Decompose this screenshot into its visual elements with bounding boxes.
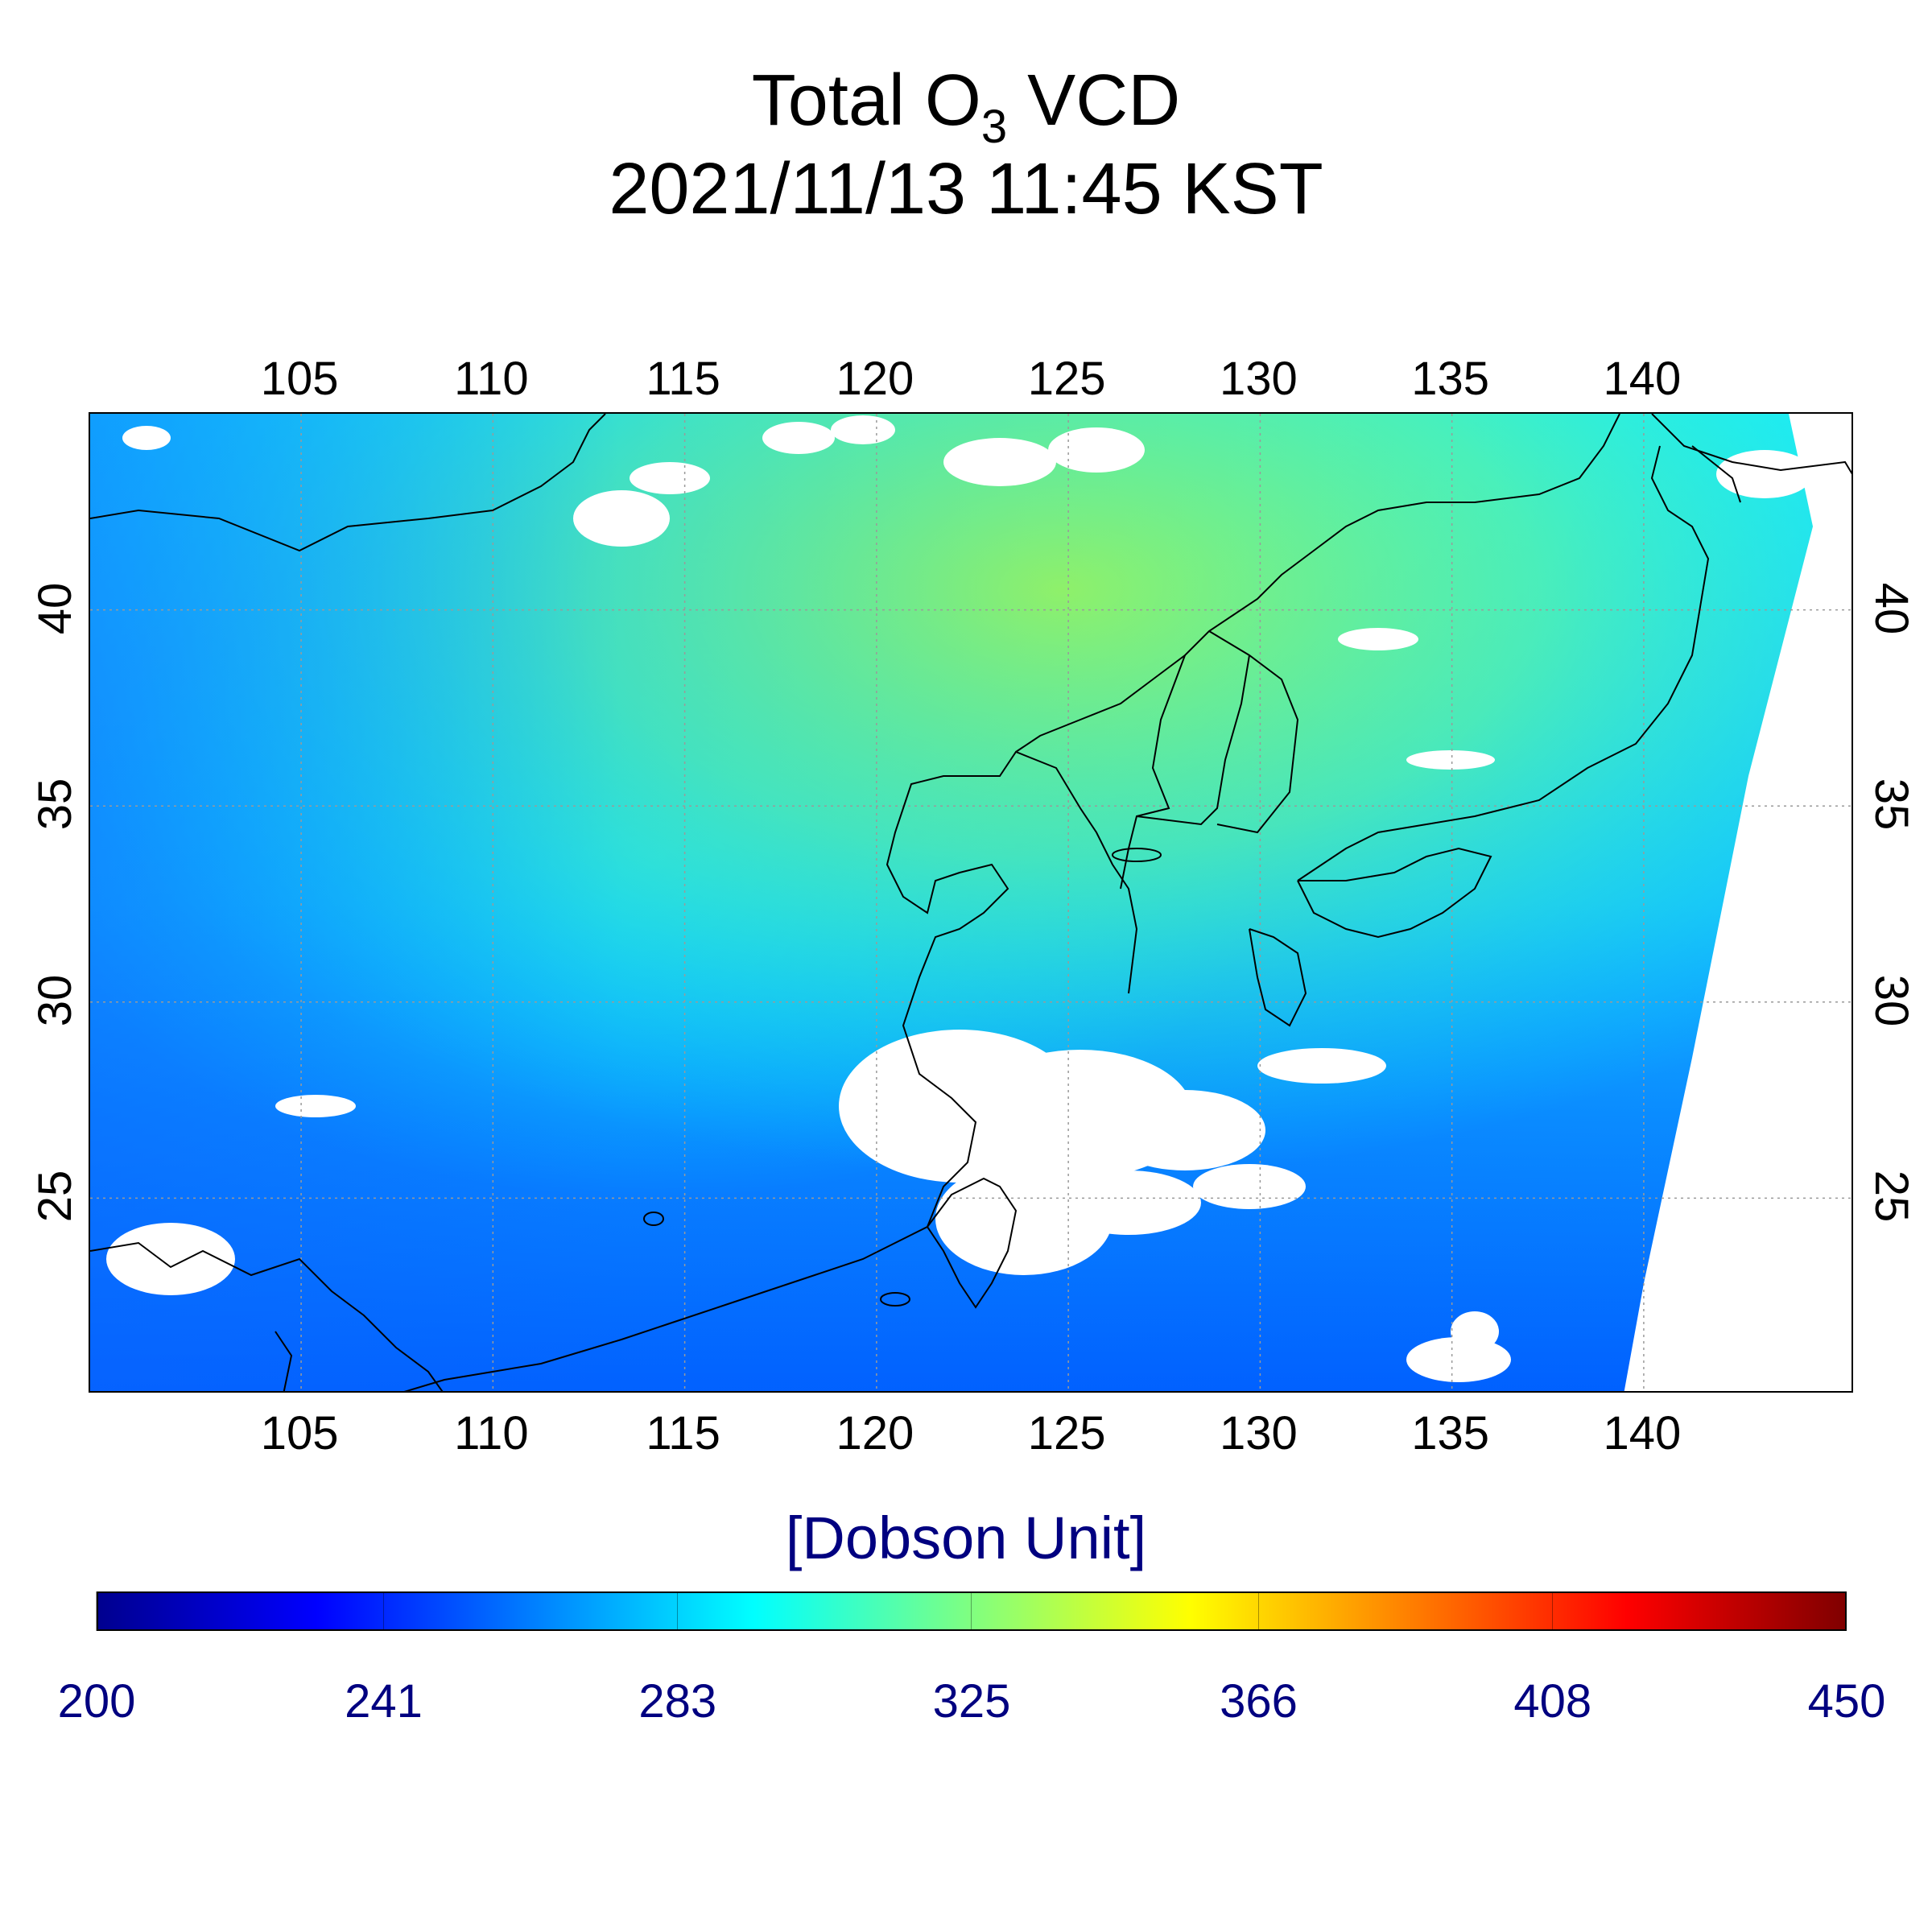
- colorbar-label-325: 325: [932, 1675, 1011, 1728]
- lat-label-left-30: 30: [29, 974, 81, 1027]
- colorbar-tick-241: [382, 1591, 384, 1631]
- lat-label-right-40: 40: [1865, 582, 1918, 634]
- lon-label-bottom-105: 105: [260, 1407, 339, 1459]
- lat-label-right-35: 35: [1865, 778, 1918, 831]
- colorbar-tick-283: [676, 1591, 678, 1631]
- chart-title: Total O3 VCD: [0, 64, 1932, 151]
- colorbar-label-408: 408: [1513, 1675, 1592, 1728]
- coastlines: [90, 414, 1852, 1391]
- lon-label-bottom-140: 140: [1603, 1407, 1682, 1459]
- lat-label-left-25: 25: [29, 1170, 81, 1223]
- colorbar-label-241: 241: [345, 1675, 423, 1728]
- colorbar-label-283: 283: [638, 1675, 717, 1728]
- title-suffix: VCD: [1007, 60, 1181, 141]
- lon-label-top-105: 105: [260, 353, 339, 405]
- lon-label-bottom-130: 130: [1220, 1407, 1298, 1459]
- colorbar-tick-450: [1846, 1591, 1847, 1631]
- colorbar-label-200: 200: [57, 1675, 136, 1728]
- lon-label-top-110: 110: [454, 353, 529, 405]
- lat-label-right-25: 25: [1865, 1170, 1918, 1223]
- colorbar-unit-label: [Dobson Unit]: [785, 1505, 1147, 1571]
- lon-label-bottom-135: 135: [1411, 1407, 1490, 1459]
- chart-subtitle: 2021/11/13 11:45 KST: [609, 149, 1323, 229]
- colorbar-label-450: 450: [1807, 1675, 1886, 1728]
- colorbar-tick-408: [1551, 1591, 1553, 1631]
- colorbar-label-366: 366: [1220, 1675, 1298, 1728]
- lon-label-top-140: 140: [1603, 353, 1682, 405]
- ozone-map-canvas: [90, 414, 1852, 1391]
- lon-label-bottom-120: 120: [836, 1407, 914, 1459]
- lon-label-bottom-125: 125: [1027, 1407, 1106, 1459]
- lon-label-top-120: 120: [836, 353, 914, 405]
- title-subscript: 3: [980, 101, 1008, 153]
- colorbar-tick-200: [96, 1591, 97, 1631]
- colorbar: [97, 1591, 1847, 1631]
- lon-label-top-130: 130: [1220, 353, 1298, 405]
- title-prefix: Total O: [751, 60, 981, 141]
- lon-label-top-125: 125: [1027, 353, 1106, 405]
- lat-label-left-35: 35: [29, 778, 81, 831]
- lat-label-left-40: 40: [29, 582, 81, 634]
- lon-label-top-135: 135: [1411, 353, 1490, 405]
- lon-label-bottom-110: 110: [454, 1407, 529, 1459]
- lon-label-bottom-115: 115: [646, 1407, 720, 1459]
- no-data-swath-edge: [1624, 414, 1852, 1391]
- ozone-map: [89, 412, 1853, 1393]
- lon-label-top-115: 115: [646, 353, 720, 405]
- colorbar-tick-366: [1257, 1591, 1259, 1631]
- colorbar-tick-325: [971, 1591, 972, 1631]
- graticule: [90, 414, 1852, 1391]
- lat-label-right-30: 30: [1865, 974, 1918, 1027]
